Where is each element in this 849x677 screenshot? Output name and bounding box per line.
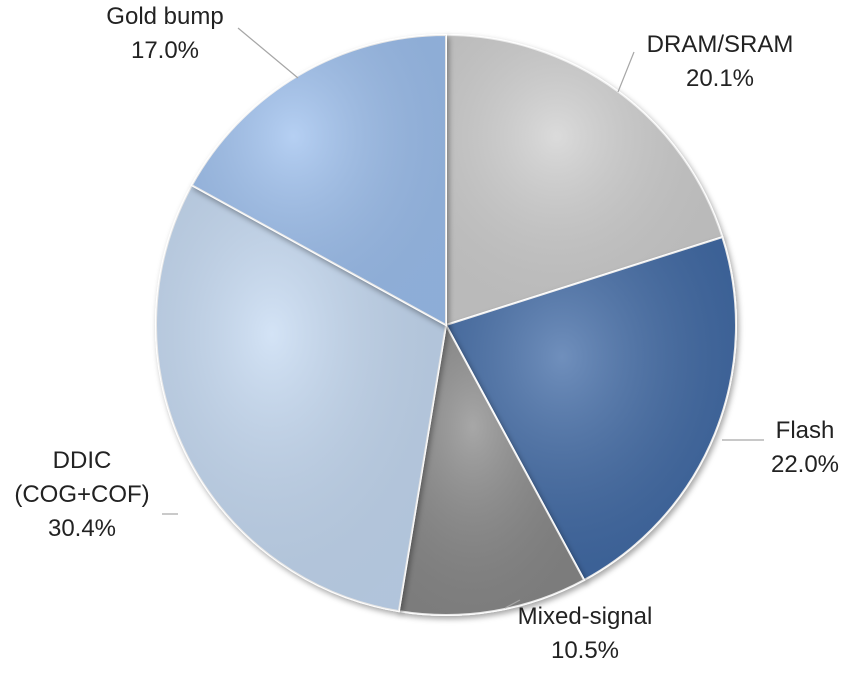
slice-value-label: 17.0% [131, 37, 199, 64]
slice-value-label: 30.4% [48, 515, 116, 542]
pie-slice [190, 33, 447, 327]
leader-line [504, 599, 521, 609]
leader-line [617, 51, 635, 93]
slice-label: Gold bump 17.0% [106, 3, 223, 64]
slice-category-label: DRAM/SRAM [647, 31, 794, 58]
pie-slice-sheen [446, 35, 723, 325]
pie-slice-sheen [191, 35, 446, 325]
pie-slice-sheen [156, 185, 447, 612]
leader-line [237, 27, 299, 79]
slice-label: DDIC (COG+COF) 30.4% [14, 447, 149, 542]
leader-lines [162, 27, 764, 609]
pie-slices [155, 33, 737, 616]
pie-slice [155, 183, 448, 613]
slice-category-label: Flash [776, 417, 835, 444]
pie-slice-sheen [398, 325, 585, 615]
slice-label: Mixed-signal 10.5% [518, 603, 653, 664]
slice-label: Flash 22.0% [771, 417, 839, 478]
slice-category-label: Gold bump [106, 3, 223, 30]
slice-category-label: DDIC [53, 447, 112, 474]
slice-category-label: (COG+COF) [14, 481, 149, 508]
pie-slice [445, 33, 724, 327]
pie-slice [444, 235, 737, 582]
slice-value-label: 20.1% [686, 65, 754, 92]
slice-labels: DRAM/SRAM 20.1% Flash 22.0% Mixed-signal 10.5… [14, 3, 839, 664]
slice-value-label: 10.5% [551, 637, 619, 664]
slice-value-label: 22.0% [771, 451, 839, 478]
slice-category-label: Mixed-signal [518, 603, 653, 630]
slice-label: DRAM/SRAM 20.1% [647, 31, 794, 92]
pie-slice-sheen [446, 237, 736, 581]
pie-slice [397, 321, 586, 616]
